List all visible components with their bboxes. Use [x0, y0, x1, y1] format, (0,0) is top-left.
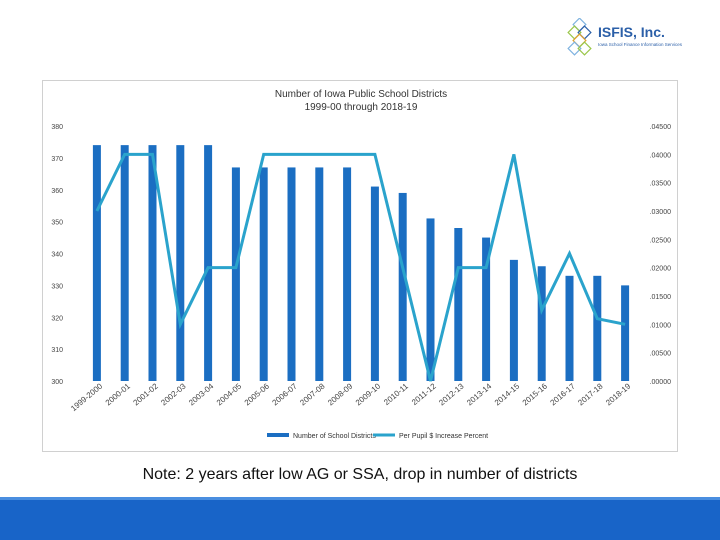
bar-series — [92, 145, 630, 381]
left-tick-label: 350 — [51, 220, 63, 227]
footer-accent-line — [0, 497, 720, 500]
bar — [426, 218, 435, 381]
x-tick-label: 2000-01 — [104, 381, 133, 407]
line-series — [95, 152, 626, 382]
left-tick-label: 340 — [51, 252, 63, 259]
right-tick-label: .02500 — [650, 237, 672, 244]
x-tick-label: 2009-10 — [354, 381, 383, 407]
bar — [593, 275, 602, 381]
bar — [92, 145, 101, 381]
left-tick-label: 310 — [51, 347, 63, 354]
isfis-logo: ISFIS, Inc. Iowa School Finance Informat… — [566, 17, 716, 66]
bar — [509, 259, 518, 381]
x-tick-label: 2017-18 — [576, 381, 605, 407]
x-tick-label: 1999-2000 — [69, 381, 105, 413]
left-axis: 300 310 320 330 340 350 360 370 380 — [51, 124, 63, 386]
right-axis: .00000 .00500 .01000 .01500 .02000 .02500 .030… — [650, 124, 672, 386]
bar — [565, 275, 574, 381]
bar — [343, 167, 352, 381]
footer-bar — [0, 497, 720, 540]
logo-title: ISFIS, Inc. — [598, 24, 665, 40]
legend: Number of School Districts Per Pupil $ I… — [267, 433, 488, 440]
right-tick-label: .04500 — [650, 124, 672, 131]
legend-bar-label: Number of School Districts — [293, 433, 376, 440]
logo-diamond-icon — [567, 17, 592, 56]
chart-subtitle: 1999-00 through 2018-19 — [305, 102, 418, 113]
x-tick-label: 2016-17 — [549, 381, 578, 407]
bar — [398, 192, 407, 381]
left-tick-label: 320 — [51, 315, 63, 322]
x-tick-label: 2011-12 — [410, 381, 438, 407]
bar — [176, 145, 185, 381]
x-tick-label: 2005-06 — [243, 381, 272, 407]
bar — [204, 145, 213, 381]
bar — [231, 167, 240, 381]
right-tick-label: .02000 — [650, 266, 672, 273]
x-tick-label: 2015-16 — [521, 381, 550, 407]
school-districts-chart: Number of Iowa Public School Districts 1… — [51, 89, 672, 440]
x-tick-label: 2006-07 — [271, 381, 300, 407]
bar — [148, 145, 157, 381]
chart-container: Number of Iowa Public School Districts 1… — [42, 80, 678, 452]
x-tick-label: 2002-03 — [159, 381, 188, 407]
bar — [537, 266, 546, 381]
right-tick-label: .03000 — [650, 209, 672, 216]
x-tick-label: 2012-13 — [437, 381, 466, 407]
legend-bar-swatch — [267, 433, 289, 437]
x-tick-label: 2001-02 — [132, 381, 161, 407]
x-tick-label: 2004-05 — [215, 381, 244, 407]
legend-line-label: Per Pupil $ Increase Percent — [399, 433, 488, 440]
bar — [482, 237, 491, 381]
bar — [315, 167, 324, 381]
bar — [370, 186, 379, 381]
chart-title: Number of Iowa Public School Districts — [275, 89, 447, 100]
logo-subtitle: Iowa School Finance Information Services — [598, 42, 683, 47]
x-axis-labels: 1999-2000 2000-01 2001-02 2002-03 2003-04 200… — [69, 381, 633, 413]
right-tick-label: .03500 — [650, 181, 672, 188]
bar — [454, 228, 463, 381]
x-tick-label: 2018-19 — [604, 381, 633, 407]
x-tick-label: 2003-04 — [187, 381, 216, 407]
right-tick-label: .00000 — [650, 379, 672, 386]
x-tick-label: 2010-11 — [382, 381, 410, 407]
right-tick-label: .00500 — [650, 351, 672, 358]
bar — [259, 167, 268, 381]
x-tick-label: 2007-08 — [298, 381, 327, 407]
left-tick-label: 360 — [51, 188, 63, 195]
x-tick-label: 2014-15 — [493, 381, 522, 407]
x-tick-label: 2013-14 — [465, 381, 494, 407]
right-tick-label: .01500 — [650, 294, 672, 301]
right-tick-label: .01000 — [650, 322, 672, 329]
bar — [287, 167, 296, 381]
left-tick-label: 370 — [51, 156, 63, 163]
right-tick-label: .04000 — [650, 152, 672, 159]
note-text: Note: 2 years after low AG or SSA, drop … — [142, 466, 578, 483]
x-tick-label: 2008-09 — [326, 381, 355, 407]
increase-percent-line — [95, 152, 626, 382]
bar — [621, 285, 630, 381]
bar — [120, 145, 129, 381]
left-tick-label: 300 — [51, 379, 63, 386]
left-tick-label: 380 — [51, 124, 63, 131]
left-tick-label: 330 — [51, 283, 63, 290]
